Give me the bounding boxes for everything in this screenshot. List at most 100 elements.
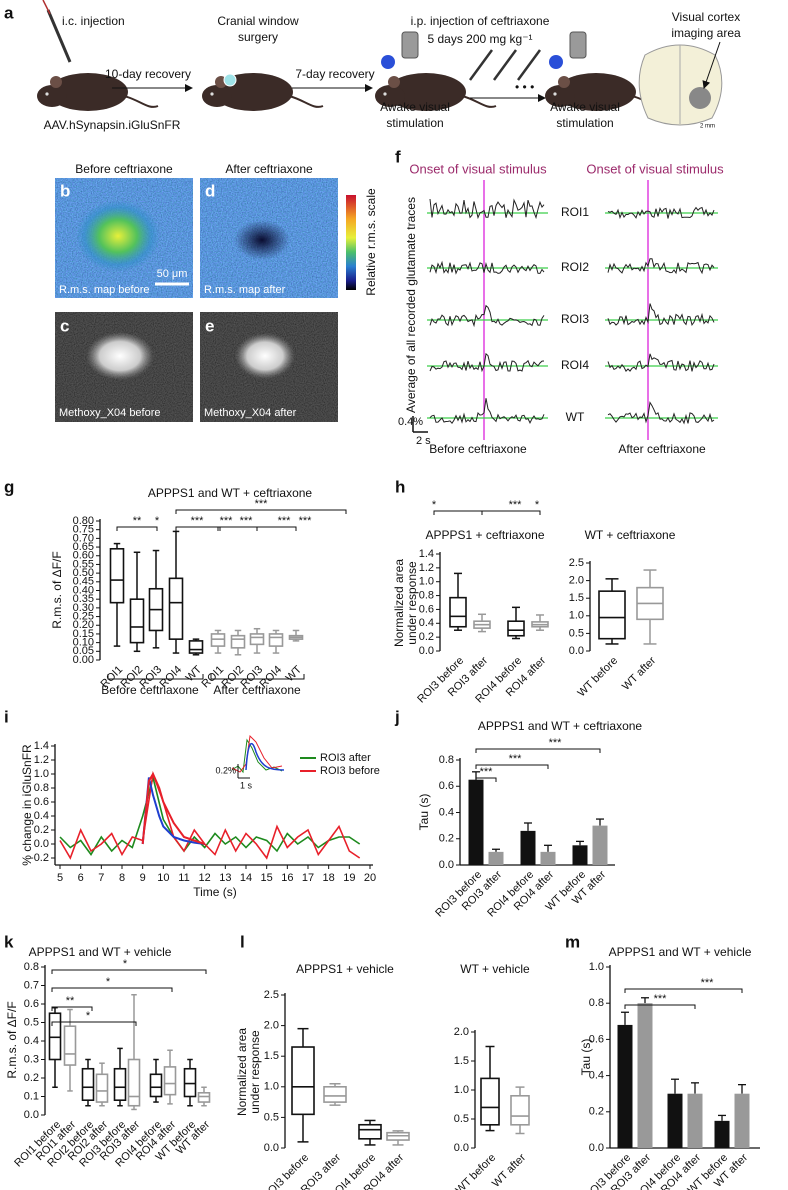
syringe (516, 49, 542, 81)
axis-title: % change in iGluSnFR (20, 744, 34, 866)
significance: * (123, 958, 128, 970)
y-tick-label: 0.0 (264, 1142, 279, 1154)
axis-title: under response (248, 1030, 262, 1114)
y-tick-label: 1.2 (34, 754, 49, 766)
y-tick-label: 0.2 (34, 824, 49, 836)
bar (734, 1093, 750, 1148)
plaque (235, 333, 295, 379)
y-tick-label: 0.4 (419, 617, 434, 629)
series-line (59, 770, 361, 860)
chart-title: APPPS1 and WT + ceftriaxone (478, 719, 643, 733)
group-label: After ceftriaxone (213, 683, 301, 697)
y-tick-label: 0.50 (73, 567, 94, 579)
traces-panel: f Onset of visual stimulus Onset of visu… (395, 147, 724, 456)
y-tick-label: 0.25 (73, 610, 94, 622)
y-tick-label: 0.4 (439, 806, 454, 818)
significance-bracket (433, 510, 483, 515)
axis-title: Time (s) (193, 885, 237, 899)
box (197, 1092, 211, 1103)
significance: * (106, 976, 111, 988)
x-tick-label: WT before (576, 655, 621, 700)
y-tick-label: 0.0 (454, 1142, 469, 1154)
axis-title: Normalized area (392, 559, 406, 647)
inset-trace (231, 734, 283, 773)
significance: *** (549, 737, 563, 749)
label: imaging area (671, 26, 741, 40)
y-tick-label: 0.20 (73, 619, 94, 631)
bar (687, 1093, 703, 1148)
y-tick-label: 0.40 (73, 584, 94, 596)
trace (429, 260, 545, 275)
bar (572, 845, 588, 865)
bar (667, 1093, 683, 1148)
y-tick-label: 2.5 (569, 557, 584, 569)
trace (607, 303, 715, 327)
caption: R.m.s. map after (204, 284, 286, 296)
box (163, 1066, 177, 1096)
y-tick-label: 0.2 (439, 833, 454, 845)
x-tick-label: WT after (620, 654, 658, 692)
label: stimulation (386, 116, 443, 130)
panel-letter: m (565, 932, 580, 951)
onset-label: Onset of visual stimulus (586, 161, 724, 176)
significance: * (86, 1010, 91, 1022)
y-tick-label: 0.6 (439, 780, 454, 792)
y-tick-label: 0.80 (73, 515, 94, 527)
axis-title: Tau (s) (579, 1039, 593, 1076)
y-tick-label: 1.0 (589, 961, 604, 973)
box (249, 633, 265, 646)
panel-letter: l (240, 932, 245, 951)
panel-letter: c (60, 316, 69, 335)
significance: * (432, 499, 437, 511)
y-tick-label: 2.0 (454, 1026, 469, 1038)
bar (637, 1003, 653, 1148)
y-tick-label: 0.55 (73, 558, 94, 570)
caption: R.m.s. map before (59, 284, 149, 296)
y-tick-label: 0.10 (73, 637, 94, 649)
microscope (569, 31, 587, 59)
y-tick-label: 0.5 (264, 1111, 279, 1123)
x-tick-label: WT before (454, 1152, 499, 1190)
x-tick-label: 9 (140, 872, 146, 884)
bar (488, 851, 504, 865)
panel-letter: k (4, 932, 14, 951)
y-tick-label: 1.0 (454, 1084, 469, 1096)
significance-bracket (475, 764, 549, 769)
inset-scale-label: 0.2% (215, 765, 236, 775)
box (323, 1086, 347, 1103)
x-tick-label: 8 (119, 872, 125, 884)
trace (607, 206, 715, 220)
significance-bracket (624, 988, 743, 993)
dots: • • • (515, 80, 534, 94)
y-tick-label: 0.2 (24, 1072, 39, 1084)
trace (429, 304, 545, 328)
group-bracket (107, 674, 204, 680)
x-tick-label: 15 (261, 872, 273, 884)
y-tick-label: 0.6 (589, 1033, 604, 1045)
box (113, 1067, 127, 1102)
box (210, 633, 226, 647)
chart-title: APPPS1 and WT + vehicle (609, 945, 752, 959)
significance: *** (299, 515, 313, 527)
significance-bracket (175, 509, 347, 514)
x-tick-label: 16 (281, 872, 293, 884)
trace (429, 198, 545, 220)
y-tick-label: 1.0 (264, 1081, 279, 1093)
scale-label: 0.4% (398, 416, 423, 428)
chart-title: WT + vehicle (460, 962, 530, 976)
group-bracket (210, 674, 305, 680)
column-label: After ceftriaxone (618, 442, 706, 456)
row-label: ROI2 (561, 260, 589, 274)
syringe-plunger (42, 0, 51, 15)
trace (429, 398, 545, 425)
y-tick-label: 0.1 (24, 1090, 39, 1102)
y-tick-label: 0.45 (73, 576, 94, 588)
inset-scale-label: 1 s (240, 780, 253, 790)
y-tick-label: 0.0 (419, 645, 434, 657)
axis-title: R.m.s. of ΔF/F (50, 551, 64, 628)
y-tick-label: 0.0 (24, 1109, 39, 1121)
significance-bracket (51, 969, 207, 974)
panel-letter: i (4, 707, 9, 726)
schematic: a i.c. injection 10-day recovery AAV.hSy… (4, 0, 741, 132)
